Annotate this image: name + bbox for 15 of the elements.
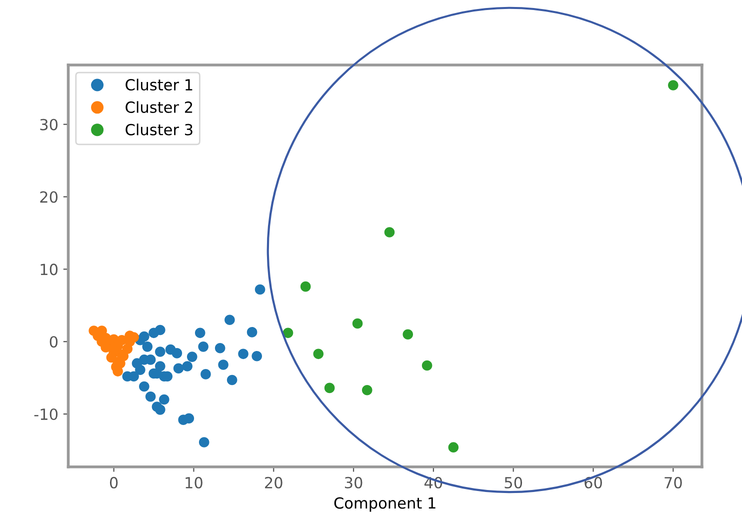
x-tick-label: 70 <box>664 476 682 488</box>
legend-label: Cluster 1 <box>126 78 192 91</box>
y-tick-label: 10 <box>40 264 58 276</box>
x-tick-label: 50 <box>504 476 522 488</box>
x-tick-label: 0 <box>110 476 118 488</box>
x-axis-title: Component 1 <box>334 497 436 512</box>
y-tick-label: 30 <box>40 118 58 130</box>
x-tick-label: 20 <box>265 476 282 488</box>
legend-label: Cluster 3 <box>126 124 192 136</box>
legend-label: Cluster 2 <box>126 101 192 113</box>
y-tick-label: -10 <box>34 408 58 420</box>
y-tick-label: 0 <box>50 336 58 348</box>
x-tick-label: 10 <box>186 476 202 488</box>
y-tick-label: 20 <box>40 191 58 203</box>
x-tick-label: 30 <box>344 476 362 488</box>
